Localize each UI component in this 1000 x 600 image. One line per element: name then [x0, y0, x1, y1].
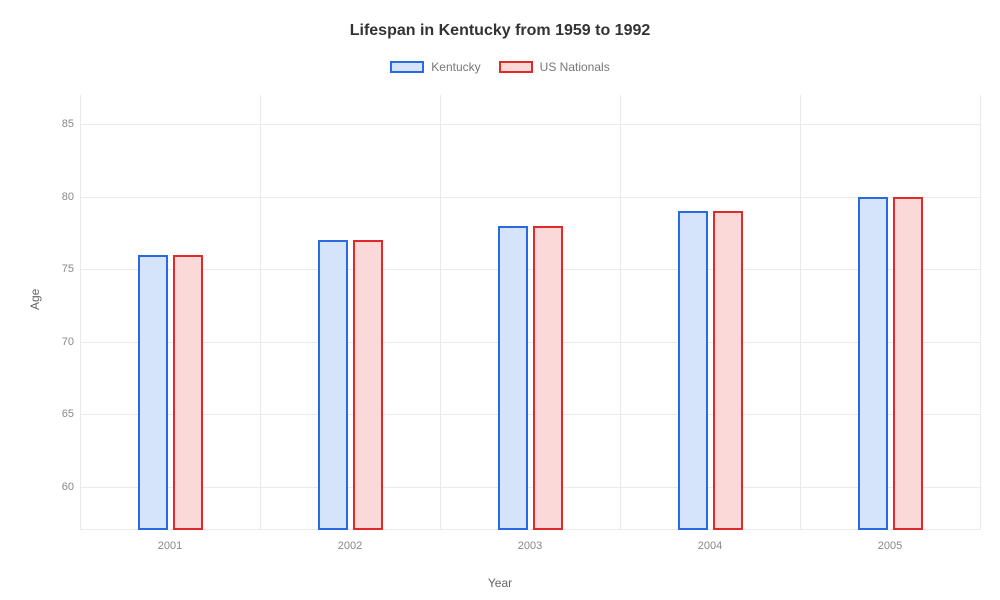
bar-kentucky — [318, 240, 348, 530]
gridline-vertical — [440, 95, 441, 530]
gridline-horizontal — [80, 197, 980, 198]
x-tick-label: 2004 — [698, 540, 722, 552]
chart-legend: Kentucky US Nationals — [0, 60, 1000, 74]
legend-swatch — [499, 61, 533, 73]
gridline-vertical — [980, 95, 981, 530]
gridline-horizontal — [80, 342, 980, 343]
x-axis-label: Year — [0, 576, 1000, 590]
gridline-horizontal — [80, 269, 980, 270]
plot-area: 60657075808520012002200320042005 — [80, 95, 980, 530]
x-axis-line — [80, 529, 980, 530]
chart-title: Lifespan in Kentucky from 1959 to 1992 — [0, 22, 1000, 40]
x-tick-label: 2001 — [158, 540, 182, 552]
legend-label: US Nationals — [540, 60, 610, 74]
y-tick-label: 85 — [44, 118, 74, 130]
bar-kentucky — [678, 211, 708, 530]
lifespan-chart: Lifespan in Kentucky from 1959 to 1992 K… — [0, 0, 1000, 600]
bar-us-nationals — [713, 211, 743, 530]
gridline-horizontal — [80, 487, 980, 488]
legend-swatch — [390, 61, 424, 73]
gridline-vertical — [260, 95, 261, 530]
y-tick-label: 75 — [44, 263, 74, 275]
gridline-vertical — [800, 95, 801, 530]
x-tick-label: 2005 — [878, 540, 902, 552]
y-tick-label: 70 — [44, 336, 74, 348]
bar-us-nationals — [893, 197, 923, 531]
legend-item-kentucky: Kentucky — [390, 60, 480, 74]
y-tick-label: 80 — [44, 191, 74, 203]
bar-us-nationals — [353, 240, 383, 530]
bar-kentucky — [138, 255, 168, 531]
bar-us-nationals — [533, 226, 563, 531]
y-axis-label: Age — [28, 289, 42, 310]
bar-us-nationals — [173, 255, 203, 531]
y-tick-label: 65 — [44, 408, 74, 420]
legend-label: Kentucky — [431, 60, 480, 74]
y-tick-label: 60 — [44, 481, 74, 493]
gridline-horizontal — [80, 124, 980, 125]
legend-item-us-nationals: US Nationals — [499, 60, 610, 74]
gridline-vertical — [80, 95, 81, 530]
gridline-vertical — [620, 95, 621, 530]
bar-kentucky — [498, 226, 528, 531]
x-tick-label: 2002 — [338, 540, 362, 552]
bar-kentucky — [858, 197, 888, 531]
gridline-horizontal — [80, 414, 980, 415]
x-tick-label: 2003 — [518, 540, 542, 552]
